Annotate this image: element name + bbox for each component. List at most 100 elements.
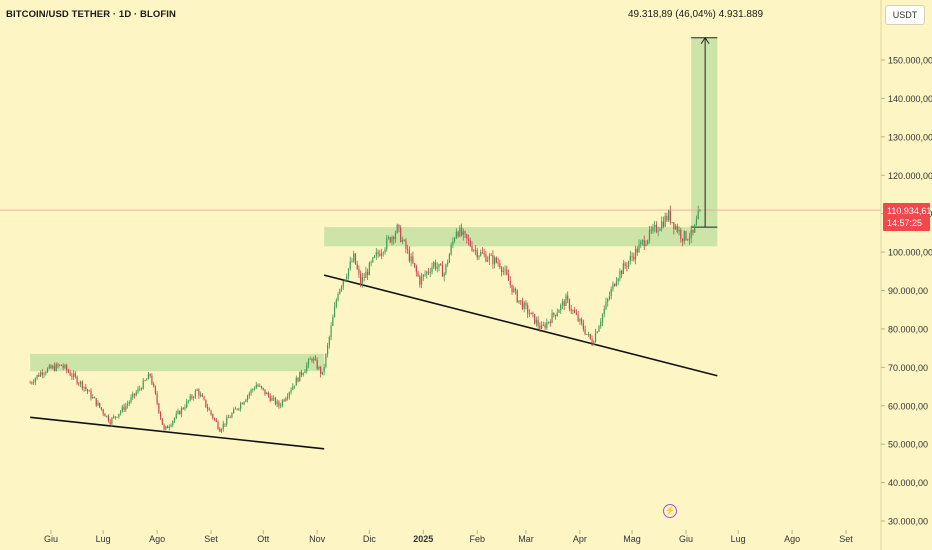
candle-body bbox=[173, 418, 176, 422]
candle-body bbox=[201, 394, 203, 397]
candle-body bbox=[179, 410, 181, 415]
candle-body bbox=[494, 257, 496, 265]
candle-body bbox=[191, 395, 193, 398]
candle-body bbox=[375, 252, 377, 256]
candle-body bbox=[513, 288, 515, 292]
candle-body bbox=[295, 377, 297, 386]
candle-body bbox=[655, 224, 658, 232]
candle-body bbox=[596, 331, 598, 333]
candle-body bbox=[412, 256, 414, 264]
candle-body bbox=[290, 389, 292, 393]
candle-body bbox=[130, 397, 132, 402]
candle-body bbox=[50, 365, 52, 369]
candle-body bbox=[132, 393, 134, 398]
candle-body bbox=[464, 231, 466, 235]
candle-body bbox=[273, 397, 275, 399]
candle-body bbox=[182, 408, 184, 409]
candle-body bbox=[57, 364, 59, 366]
currency-button[interactable]: USDT bbox=[885, 5, 925, 25]
candle-body bbox=[313, 358, 315, 361]
candle-body bbox=[304, 370, 306, 374]
candle-body bbox=[31, 382, 33, 384]
candle-body bbox=[579, 319, 581, 321]
y-tick-label: 150.000,00 bbox=[888, 56, 932, 66]
x-tick-label: Feb bbox=[469, 534, 485, 544]
candle-body bbox=[560, 304, 562, 311]
trendlines-layer bbox=[30, 36, 718, 450]
candle-body bbox=[260, 385, 263, 388]
candle-body bbox=[459, 227, 461, 237]
resistance-zone-1 bbox=[30, 353, 325, 372]
candle-body bbox=[403, 240, 405, 241]
candle-body bbox=[389, 237, 391, 243]
candle-body bbox=[323, 367, 325, 372]
candle-body bbox=[687, 239, 689, 241]
candle-body bbox=[574, 310, 576, 313]
candle-body bbox=[97, 402, 99, 406]
candle-body bbox=[568, 299, 571, 310]
candle-body bbox=[111, 417, 113, 425]
candle-body bbox=[314, 358, 317, 360]
candle-body bbox=[196, 389, 198, 391]
candle-body bbox=[438, 263, 440, 268]
candle-body bbox=[387, 237, 390, 239]
candle-body bbox=[492, 255, 494, 265]
candle-body bbox=[234, 408, 237, 410]
candle-body bbox=[410, 256, 412, 262]
candle-body bbox=[643, 240, 645, 246]
lightning-icon[interactable]: ⚡ bbox=[663, 504, 677, 518]
candle-body bbox=[436, 267, 438, 269]
candle-body bbox=[683, 231, 685, 242]
candle-body bbox=[668, 210, 670, 221]
candle-body bbox=[280, 405, 282, 407]
candle-body bbox=[333, 306, 336, 318]
candle-body bbox=[551, 312, 553, 323]
candle-body bbox=[78, 383, 80, 385]
candle-body bbox=[581, 319, 583, 324]
measure-label: 49.318,89 (46,04%) 4.931.889 bbox=[628, 9, 764, 20]
candle-body bbox=[187, 400, 190, 402]
candle-body bbox=[608, 296, 611, 299]
candle-body bbox=[79, 381, 82, 384]
candle-body bbox=[407, 248, 409, 251]
candle-body bbox=[347, 268, 350, 277]
candle-body bbox=[657, 230, 659, 232]
candle-body bbox=[161, 418, 163, 425]
candle-body bbox=[535, 319, 537, 324]
x-tick-label: Dic bbox=[363, 534, 376, 544]
candle-body bbox=[415, 266, 417, 273]
candle-body bbox=[447, 262, 449, 265]
candle-body bbox=[541, 325, 543, 329]
candle-body bbox=[443, 273, 445, 277]
candle-body bbox=[476, 250, 478, 258]
candle-body bbox=[224, 423, 226, 425]
candle-body bbox=[73, 373, 75, 377]
candle-body bbox=[116, 416, 118, 418]
candle-body bbox=[332, 317, 334, 326]
candle-body bbox=[577, 314, 579, 321]
candle-body bbox=[699, 210, 701, 211]
candle-body bbox=[59, 364, 61, 366]
candle-body bbox=[300, 371, 303, 375]
candle-body bbox=[659, 228, 661, 231]
x-tick-label: Mag bbox=[623, 534, 641, 544]
candle-body bbox=[694, 225, 696, 233]
candle-body bbox=[398, 224, 400, 228]
candle-body bbox=[640, 241, 642, 245]
candle-body bbox=[245, 399, 247, 402]
candle-body bbox=[34, 378, 36, 383]
grid-layer bbox=[0, 0, 882, 550]
candle-body bbox=[598, 326, 600, 332]
candle-body bbox=[645, 243, 647, 246]
candle-body bbox=[372, 257, 374, 262]
candle-body bbox=[394, 232, 397, 240]
candle-body bbox=[278, 401, 280, 407]
candle-body bbox=[666, 216, 668, 221]
candle-body bbox=[363, 277, 365, 279]
candle-body bbox=[584, 329, 586, 335]
candle-body bbox=[153, 383, 155, 387]
candle-body bbox=[220, 429, 223, 432]
candle-body bbox=[481, 252, 484, 254]
